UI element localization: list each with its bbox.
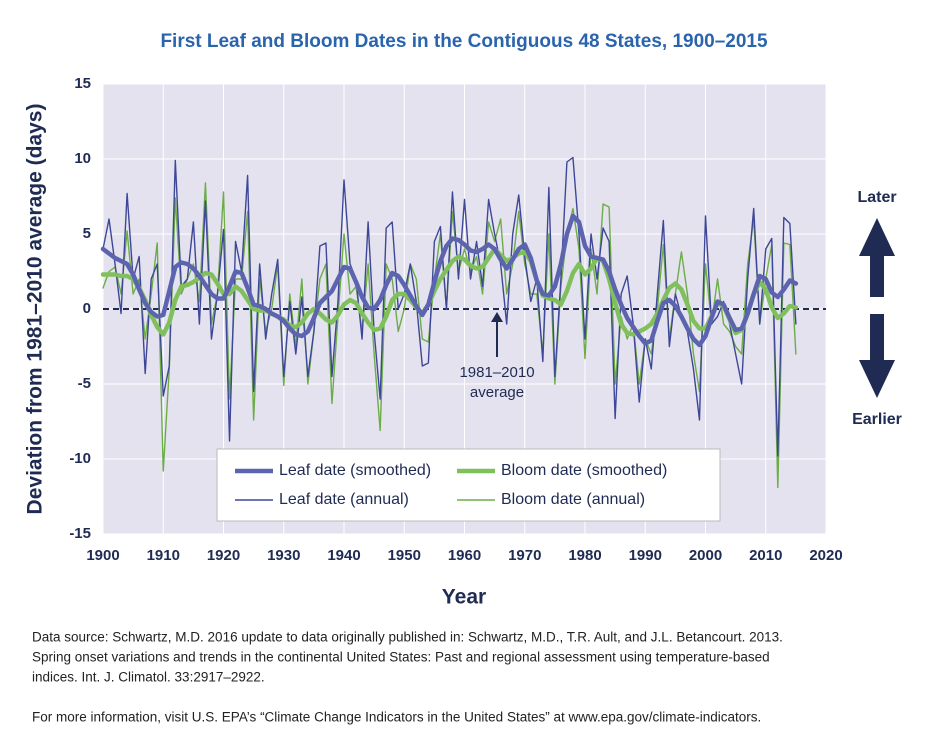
up-arrow xyxy=(859,218,895,297)
annotation-arrowhead xyxy=(491,312,503,322)
note: For more information, visit U.S. EPA’s “… xyxy=(32,710,761,725)
x-tick-label: 2020 xyxy=(809,547,842,564)
legend-label: Leaf date (annual) xyxy=(279,491,409,508)
series-line xyxy=(100,246,799,337)
notes: Data source: Schwartz, M.D. 2016 update … xyxy=(32,630,783,725)
y-tick-label: 0 xyxy=(83,300,91,317)
y-tick-label: -5 xyxy=(78,375,91,392)
legend-label: Leaf date (smoothed) xyxy=(279,462,431,479)
x-tick-label: 1910 xyxy=(147,547,180,564)
annotation: average xyxy=(470,384,524,401)
x-tick-label: 1970 xyxy=(508,547,541,564)
x-tick-label: 2000 xyxy=(689,547,722,564)
legend-box xyxy=(216,448,721,522)
annotation: 1981–2010 xyxy=(459,364,534,381)
x-tick-label: 1900 xyxy=(86,547,119,564)
x-tick-label: 1990 xyxy=(629,547,662,564)
later-label: Later xyxy=(857,189,896,206)
series-line xyxy=(100,213,799,348)
y-axis-label: Deviation from 1981–2010 average (days) xyxy=(24,104,47,515)
x-tick-label: 2010 xyxy=(749,547,782,564)
legend: Leaf date (smoothed) Bloom date (smoothed… xyxy=(216,448,721,522)
note: indices. Int. J. Climatol. 33:2917–2922. xyxy=(32,670,265,685)
x-tick-label: 1930 xyxy=(267,547,300,564)
down-arrow xyxy=(859,314,895,398)
note: Spring onset variations and trends in th… xyxy=(32,650,770,665)
note: Data source: Schwartz, M.D. 2016 update … xyxy=(32,630,783,645)
x-tick-label: 1980 xyxy=(568,547,601,564)
y-tick-label: 10 xyxy=(74,150,91,167)
x-tick-label: 1950 xyxy=(388,547,421,564)
legend-label: Bloom date (smoothed) xyxy=(501,462,667,479)
x-tick-label: 1960 xyxy=(448,547,481,564)
x-tick-label: 1940 xyxy=(327,547,360,564)
y-tick-label: -10 xyxy=(69,450,91,467)
x-tick-label: 1920 xyxy=(207,547,240,564)
y-tick-label: 15 xyxy=(74,75,91,92)
x-axis-label: Year xyxy=(442,586,486,609)
earlier-label: Earlier xyxy=(852,411,902,428)
reference-annotation: 1981–2010 average xyxy=(459,312,535,401)
y-tick-label: 5 xyxy=(83,225,91,242)
direction-indicator: Later Earlier xyxy=(852,189,902,428)
chart-title: First Leaf and Bloom Dates in the Contig… xyxy=(160,31,768,52)
legend-label: Bloom date (annual) xyxy=(501,491,645,508)
y-tick-label: -15 xyxy=(69,525,91,542)
